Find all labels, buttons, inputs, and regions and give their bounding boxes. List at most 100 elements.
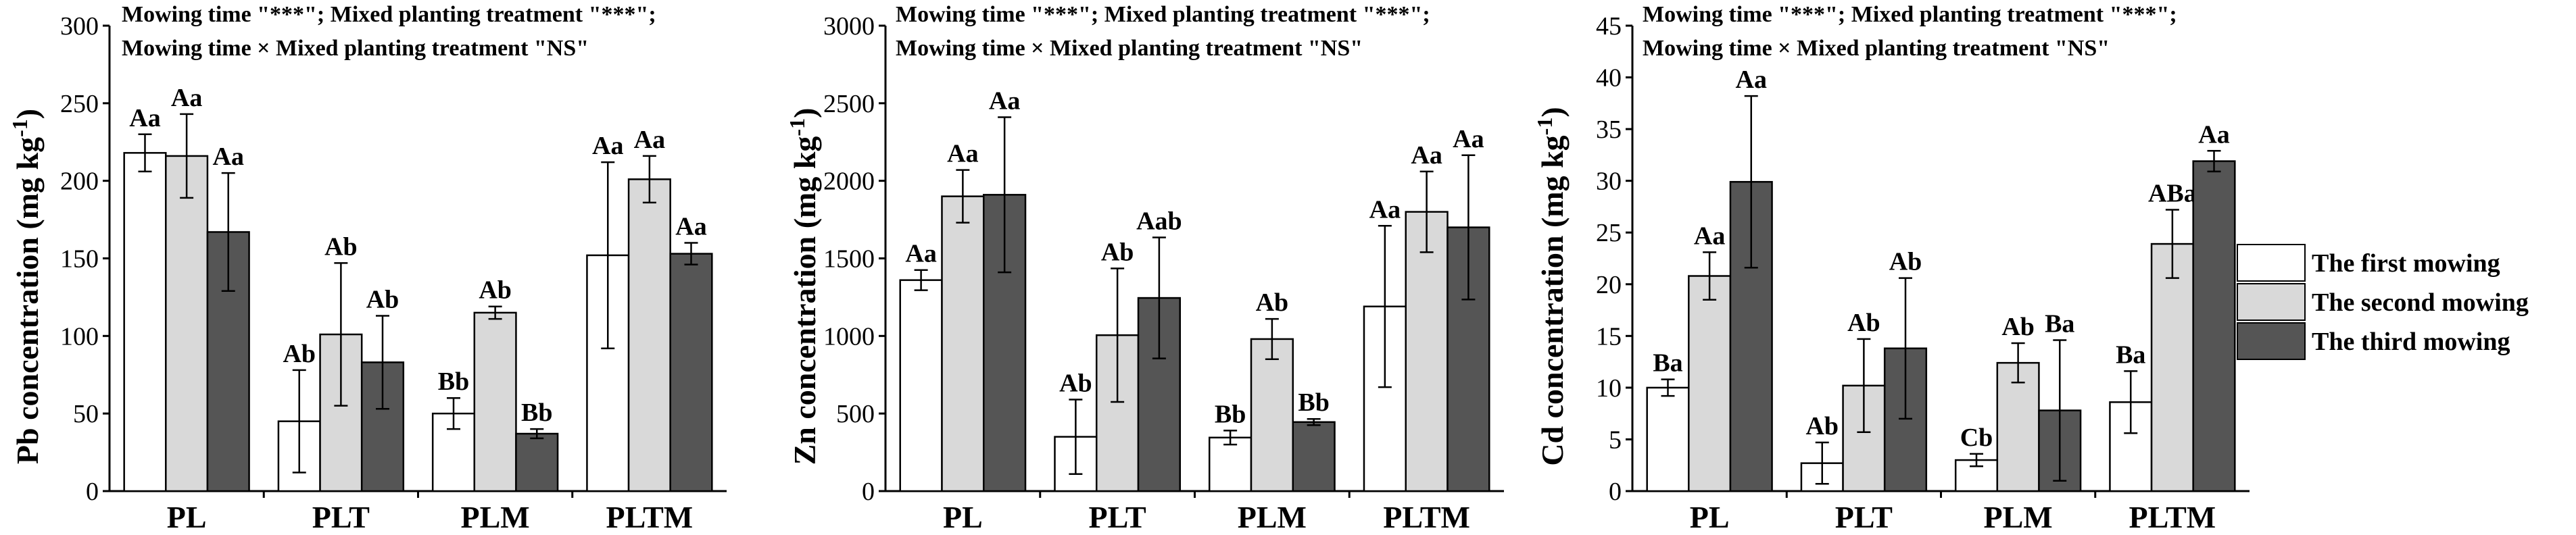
bar (627, 178, 671, 492)
annotation-line-2: Mowing time × Mixed planting treatment "… (122, 36, 589, 61)
y-tick-label: 250 (60, 90, 99, 118)
y-tick-label: 20 (1596, 271, 1622, 299)
y-tick-label: 15 (1596, 322, 1622, 351)
legend-swatch-third (2237, 322, 2306, 360)
x-category-label: PL (1690, 500, 1730, 534)
significance-label: Aa (1411, 141, 1442, 170)
y-tick-label: 500 (836, 400, 875, 428)
x-category-label: PLTM (606, 500, 694, 534)
significance-label: Aa (1453, 125, 1484, 153)
y-tick-label: 1000 (823, 322, 875, 351)
bar (515, 432, 559, 492)
legend: The first mowing The second mowing The t… (2237, 244, 2529, 360)
significance-label: Aa (171, 84, 202, 112)
bar (1842, 384, 1886, 492)
annotation-line-1: Mowing time "***"; Mixed planting treatm… (1643, 2, 2177, 27)
significance-label: Ab (1805, 412, 1839, 440)
bar (1688, 275, 1732, 492)
significance-label: Ab (324, 232, 358, 261)
panel-zn: Mowing time "***"; Mixed planting treatm… (785, 2, 1504, 534)
bar (1208, 436, 1253, 492)
x-category-label: PLT (312, 500, 370, 534)
y-axis-label: Cd concentration (mg kg-1) (1532, 107, 1570, 465)
y-tick-label: 5 (1609, 426, 1622, 454)
y-axis-label-main: Cd concentration (mg kg (1535, 135, 1570, 465)
bar (2150, 243, 2194, 492)
significance-label: Ab (1847, 309, 1880, 337)
y-axis-label-close: ) (10, 109, 45, 119)
x-category-label: PLM (461, 500, 530, 534)
significance-label: Bb (1298, 388, 1329, 417)
legend-item: The third mowing (2237, 322, 2510, 360)
y-tick-label: 50 (73, 400, 99, 428)
y-tick-label: 100 (60, 322, 99, 351)
legend-label-third: The third mowing (2312, 328, 2510, 356)
significance-label: Ab (283, 340, 316, 368)
y-tick-label: 300 (60, 12, 99, 41)
significance-label: Aab (1136, 207, 1182, 235)
bar (1646, 386, 1690, 492)
y-tick-label: 3000 (823, 12, 875, 41)
y-axis-label-sup: -1 (785, 118, 809, 136)
y-tick-label: 150 (60, 245, 99, 274)
significance-label: Aa (1369, 195, 1401, 224)
legend-swatch-second (2237, 283, 2306, 321)
annotation-line-1: Mowing time "***"; Mixed planting treatm… (896, 2, 1430, 27)
panel-cd: Mowing time "***"; Mixed planting treatm… (1532, 2, 2250, 534)
bar (123, 152, 167, 492)
y-tick-label: 35 (1596, 116, 1622, 144)
y-axis-label-close: ) (1535, 107, 1570, 117)
significance-label: Aa (675, 213, 706, 241)
bar (941, 195, 985, 492)
bar (1292, 421, 1336, 492)
significance-label: Ba (1653, 349, 1682, 378)
significance-label: Ab (1059, 369, 1092, 397)
x-category-label: PLT (1835, 500, 1893, 534)
x-category-label: PLM (1984, 500, 2053, 534)
significance-label: Aa (1694, 222, 1725, 250)
y-tick-label: 0 (1609, 478, 1622, 506)
y-axis-label-close: ) (787, 108, 822, 118)
significance-label: Ab (479, 276, 512, 305)
plot-area: 050010001500200025003000PLAaAaAaPLTAbAbA… (823, 12, 1504, 534)
significance-label: Ab (2001, 313, 2035, 341)
bar (1405, 211, 1449, 492)
annotation-line-2: Mowing time × Mixed planting treatment "… (1643, 36, 2110, 61)
y-tick-label: 10 (1596, 374, 1622, 403)
bar (1250, 338, 1294, 492)
significance-label: Ab (1256, 288, 1289, 317)
bar (2192, 160, 2236, 492)
y-axis-label-sup: -1 (1532, 118, 1557, 136)
plot-area: 0 50 100 150 200 250 300 PL Aa Aa Aa PLT Ab Ab Ab PLM Bb… (60, 12, 727, 534)
significance-label: Aa (1736, 66, 1767, 94)
y-axis-label-main: Pb concentration (mg kg (10, 137, 45, 464)
panel-pb: Mowing time "***"; Mixed planting treatm… (7, 2, 727, 534)
significance-label: Ba (2116, 340, 2145, 369)
legend-label-second: The second mowing (2312, 288, 2529, 317)
y-tick-label: 0 (86, 478, 99, 506)
y-tick-label: 25 (1596, 219, 1622, 247)
significance-label: Aa (2198, 120, 2229, 149)
significance-label: Ab (366, 285, 399, 313)
annotation-line-2: Mowing time × Mixed planting treatment "… (896, 36, 1363, 61)
significance-label: Bb (521, 399, 552, 427)
significance-label: Ba (2045, 309, 2074, 338)
y-axis-label-sup: -1 (7, 119, 32, 137)
y-tick-label: 30 (1596, 168, 1622, 196)
annotation-line-1: Mowing time "***"; Mixed planting treatm… (122, 2, 656, 27)
significance-label: Aa (947, 140, 978, 168)
significance-label: ABa (2148, 180, 2197, 208)
y-tick-label: 200 (60, 168, 99, 196)
bar (165, 155, 209, 492)
legend-item: The first mowing (2237, 244, 2500, 282)
y-tick-label: 45 (1596, 12, 1622, 41)
y-axis-label: Zn concentration (mg kg-1) (785, 108, 822, 465)
y-axis-label-main: Zn concentration (mg kg (787, 136, 822, 465)
x-category-label: PL (167, 500, 207, 534)
y-tick-label: 2500 (823, 90, 875, 118)
significance-label: Aa (905, 240, 936, 268)
significance-label: Ab (1101, 238, 1134, 266)
bar (669, 253, 713, 492)
legend-item: The second mowing (2237, 283, 2529, 321)
legend-label-first: The first mowing (2312, 249, 2500, 278)
